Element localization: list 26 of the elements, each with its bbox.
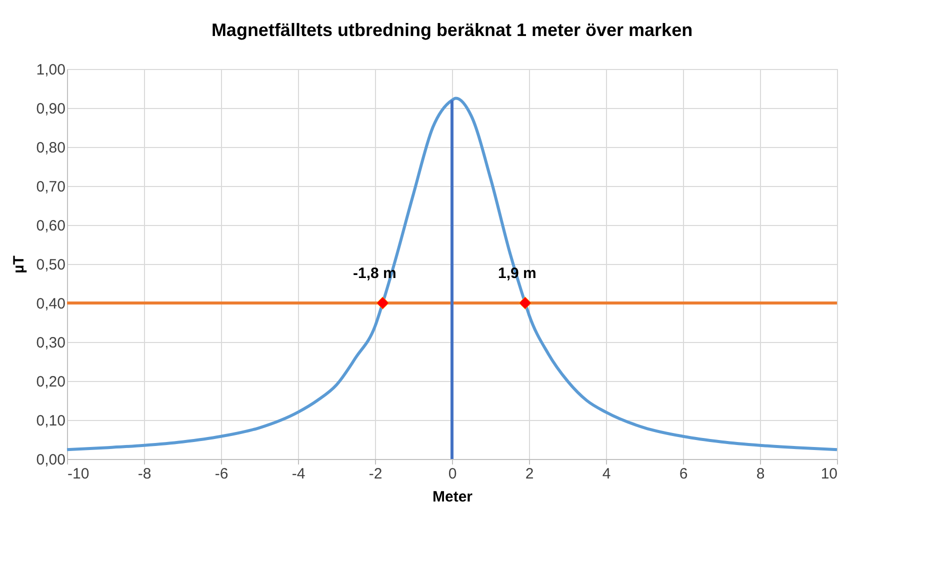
- y-tick-label: 0,90: [36, 100, 66, 118]
- y-tick-label: 0,80: [36, 140, 66, 156]
- x-tick-label: -10: [68, 466, 90, 482]
- line-series: [66, 96, 838, 452]
- chart-title: Magnetfälltets utbredning beräknat 1 meter över marken: [211, 20, 693, 40]
- y-tick-label: 1,00: [36, 62, 66, 78]
- x-tick-label: -8: [138, 466, 152, 482]
- x-tick-label: 0: [448, 466, 457, 482]
- x-tick-label: -6: [214, 466, 228, 482]
- y-tick-label: 0,20: [36, 374, 66, 390]
- y-tick-label: 0,60: [36, 218, 66, 234]
- y-tick-label: 0,10: [36, 412, 66, 430]
- x-tick-label: -4: [292, 466, 306, 482]
- y-tick-label: 0,30: [36, 334, 66, 352]
- y-tick-label: 0,50: [36, 256, 66, 274]
- y-tick-label: 0,70: [36, 178, 66, 196]
- x-tick-label: -2: [368, 466, 382, 482]
- x-tick-label: 8: [756, 466, 765, 482]
- y-tick-label: 0,40: [36, 296, 66, 312]
- y-tick-label: 0,00: [36, 452, 66, 468]
- y-axis-title: µT: [10, 256, 28, 274]
- x-tick-label: 4: [602, 466, 611, 482]
- x-tick-label: 2: [525, 466, 534, 482]
- x-tick-label: 10: [820, 466, 838, 482]
- x-axis-title: Meter: [432, 488, 473, 506]
- x-tick-label: 6: [679, 466, 688, 482]
